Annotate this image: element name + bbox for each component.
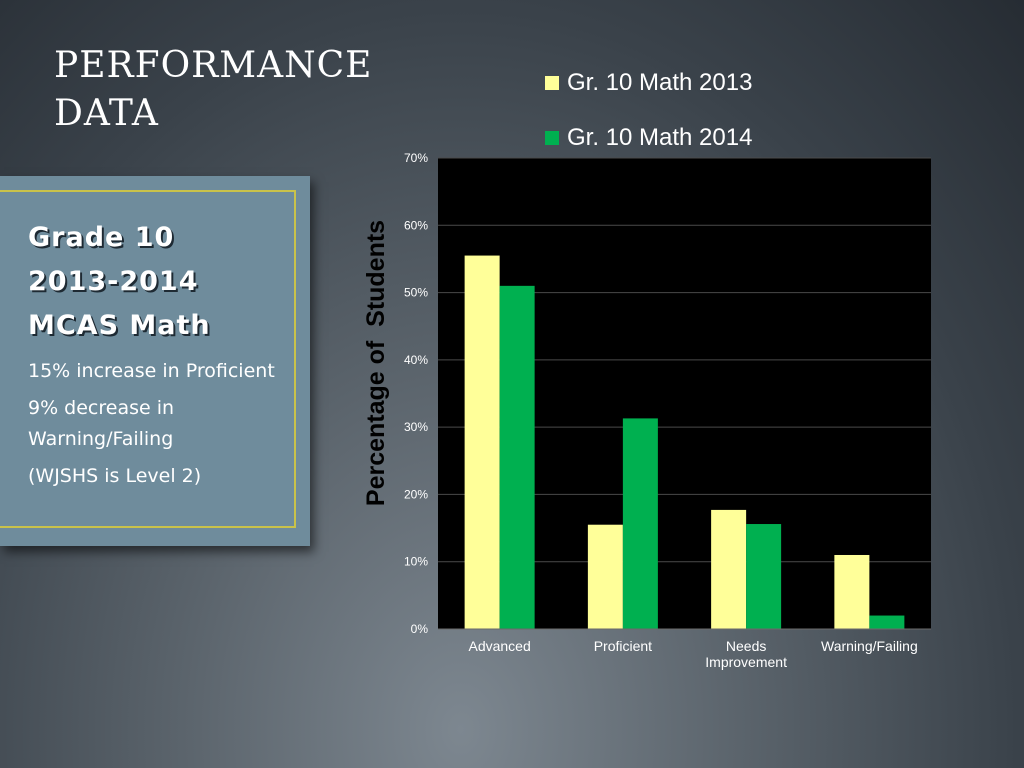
bar-2014-proficient <box>622 418 658 629</box>
legend-swatch-2013 <box>545 76 559 90</box>
bar-2014-warning-failing <box>869 615 905 629</box>
slide-title: PERFORMANCE DATA <box>54 42 372 138</box>
x-tick-label-warning-failing: Warning/Failing <box>821 638 918 654</box>
y-tick-label-70: 70% <box>404 151 428 165</box>
legend-item-2013: Gr. 10 Math 2013 <box>545 68 752 98</box>
legend-label-2013: Gr. 10 Math 2013 <box>567 69 753 96</box>
y-axis-title: Percentage of Students <box>362 220 390 506</box>
legend-swatch-2014 <box>545 131 559 145</box>
slide-title-line-1: PERFORMANCE <box>54 45 373 86</box>
y-tick-label-10: 10% <box>404 555 428 569</box>
bar-2013-needs-improvement <box>711 509 747 629</box>
x-tick-label-needs-improvement: Needs Improvement <box>705 638 787 670</box>
bar-2013-advanced <box>464 255 500 630</box>
bar-2014-advanced <box>499 285 535 629</box>
bar-2013-warning-failing <box>834 554 870 629</box>
note-proficient-increase: 15% increase in Proficient <box>28 360 275 382</box>
x-tick-label-line: Proficient <box>594 638 652 654</box>
info-heading: Grade 10 2013-2014 MCAS Math <box>28 216 211 348</box>
y-tick-label-0: 0% <box>411 622 429 636</box>
y-tick-label-20: 20% <box>404 487 428 501</box>
bar-2014-needs-improvement <box>746 524 782 629</box>
y-tick-label-60: 60% <box>404 218 428 232</box>
legend-item-2014: Gr. 10 Math 2014 <box>545 123 752 153</box>
x-tick-label-proficient: Proficient <box>594 638 652 654</box>
x-tick-label-line: Needs <box>726 638 766 654</box>
legend-label-2014: Gr. 10 Math 2014 <box>567 124 753 151</box>
x-tick-label-line: Advanced <box>468 638 530 654</box>
chart-legend: Gr. 10 Math 2013 Gr. 10 Math 2014 <box>545 68 752 178</box>
info-box-frame <box>0 190 296 528</box>
info-heading-line-3: MCAS Math <box>28 310 211 341</box>
info-box: Grade 10 2013-2014 MCAS Math 15% increas… <box>0 176 310 546</box>
x-tick-label-advanced: Advanced <box>468 638 530 654</box>
x-tick-label-line: Improvement <box>705 654 787 670</box>
note-school-level: (WJSHS is Level 2) <box>28 465 202 487</box>
y-tick-label-30: 30% <box>404 420 428 434</box>
slide-title-line-2: DATA <box>54 93 159 134</box>
x-tick-label-line: Warning/Failing <box>821 638 918 654</box>
bar-2013-proficient <box>587 524 623 629</box>
info-heading-line-1: Grade 10 <box>28 222 175 253</box>
info-notes: 15% increase in Proficient 9% decrease i… <box>28 356 288 498</box>
y-tick-label-40: 40% <box>404 353 428 367</box>
info-heading-line-2: 2013-2014 <box>28 266 199 297</box>
note-warning-decrease: 9% decrease in Warning/Failing <box>28 397 175 450</box>
y-tick-label-50: 50% <box>404 286 428 300</box>
